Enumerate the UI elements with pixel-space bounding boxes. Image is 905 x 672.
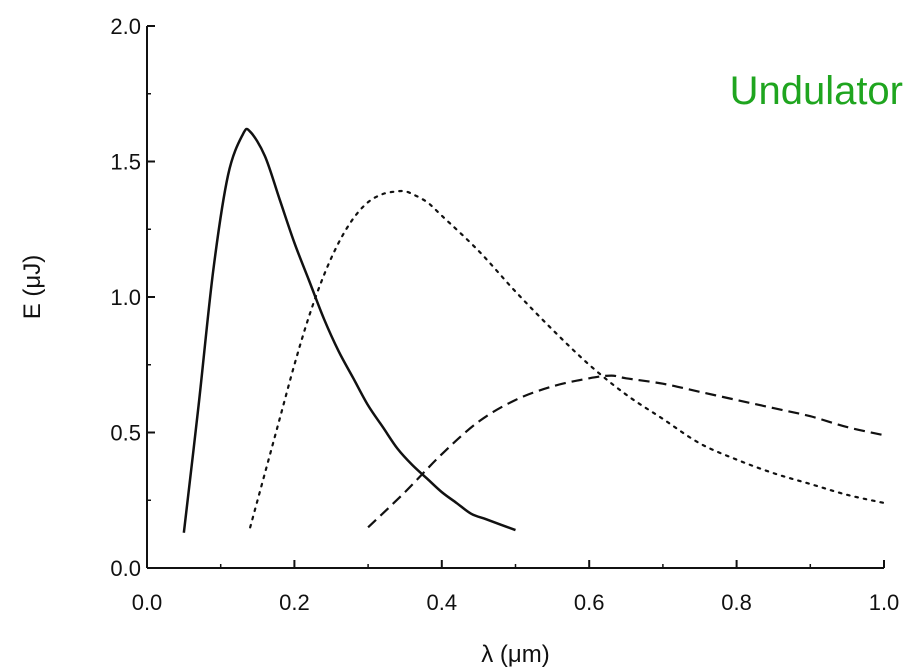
series-dotted-line <box>249 189 886 529</box>
series-solid-line <box>182 127 516 533</box>
y-tick-label: 2.0 <box>110 14 141 39</box>
undulator-annotation: Undulator <box>730 69 903 113</box>
x-tick-label: 0.2 <box>279 590 310 615</box>
x-tick-label: 0.0 <box>132 590 163 615</box>
series-layer <box>182 127 886 533</box>
x-tick-label: 0.6 <box>574 590 605 615</box>
x-tick-label: 0.8 <box>721 590 752 615</box>
y-axis-ticks: 0.0 0.5 1.0 1.5 2.0 <box>110 14 155 581</box>
series-dashed-line <box>367 374 885 529</box>
y-tick-label: 0.5 <box>110 421 141 446</box>
x-tick-label: 1.0 <box>869 590 900 615</box>
x-axis-label: λ (μm) <box>481 641 549 668</box>
x-axis-ticks: 0.0 0.2 0.4 0.6 0.8 1.0 <box>132 560 900 615</box>
y-tick-label: 0.0 <box>110 556 141 581</box>
y-tick-label: 1.0 <box>110 285 141 310</box>
y-tick-label: 1.5 <box>110 150 141 175</box>
x-tick-label: 0.4 <box>427 590 458 615</box>
y-axis-label: E (μJ) <box>19 255 46 320</box>
